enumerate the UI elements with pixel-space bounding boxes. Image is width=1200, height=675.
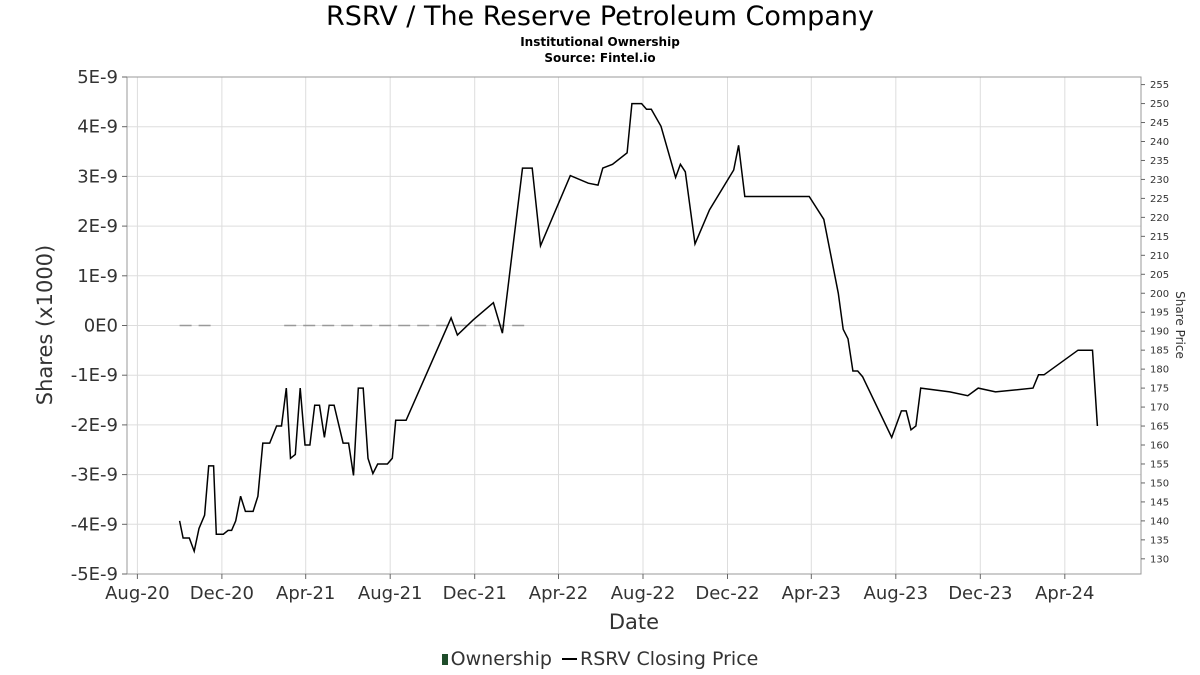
y-tick-label: 4E-9	[77, 117, 118, 138]
y2-tick-label: 145	[1150, 497, 1169, 508]
y2-axis-label: Share Price	[1173, 291, 1187, 359]
y2-tick-label: 215	[1150, 232, 1169, 243]
y-tick-label: -5E-9	[71, 564, 118, 585]
y-tick-label: -3E-9	[71, 465, 118, 486]
y2-tick-label: 190	[1150, 327, 1169, 338]
x-axis-label: Date	[609, 610, 659, 634]
y2-tick-label: 150	[1150, 478, 1169, 489]
legend-ownership-label: Ownership	[450, 647, 552, 670]
y-tick-label: 1E-9	[77, 266, 118, 287]
y-tick-label: -1E-9	[71, 365, 118, 386]
y-tick-label: 3E-9	[77, 166, 118, 187]
y-tick-label: -2E-9	[71, 415, 118, 436]
x-tick-label: Apr-22	[529, 583, 588, 604]
x-tick-label: Dec-23	[948, 583, 1012, 604]
x-tick-label: Apr-24	[1035, 583, 1094, 604]
y2-tick-label: 240	[1150, 137, 1169, 148]
y-tick-label: 2E-9	[77, 216, 118, 237]
x-tick-label: Dec-21	[443, 583, 507, 604]
y2-tick-label: 220	[1150, 213, 1169, 224]
y2-tick-label: 195	[1150, 308, 1169, 319]
legend-price[interactable]: RSRV Closing Price	[558, 648, 758, 670]
y2-tick-label: 225	[1150, 194, 1169, 205]
y2-tick-label: 235	[1150, 156, 1169, 167]
y2-tick-label: 200	[1150, 289, 1169, 300]
grid	[127, 76, 1141, 575]
y2-tick-label: 170	[1150, 403, 1169, 414]
y2-tick-label: 175	[1150, 384, 1169, 395]
y-tick-label: 0E0	[84, 316, 118, 337]
chart-title: RSRV / The Reserve Petroleum Company	[326, 1, 874, 32]
legend-price-label: RSRV Closing Price	[580, 647, 759, 670]
y2-tick-label: 185	[1150, 346, 1169, 357]
y2-tick-label: 165	[1150, 422, 1169, 433]
x-tick-label: Aug-22	[611, 583, 676, 604]
x-tick-label: Aug-21	[358, 583, 423, 604]
legend-ownership[interactable]: Ownership	[441, 647, 552, 670]
y2-tick-label: 140	[1150, 516, 1169, 527]
y2-tick-label: 255	[1150, 80, 1169, 91]
y2-tick-label: 155	[1150, 459, 1169, 470]
x-tick-label: Dec-22	[695, 583, 759, 604]
x-tick-label: Aug-23	[864, 583, 929, 604]
chart-source: Source: Fintel.io	[544, 51, 656, 65]
y2-tick-label: 130	[1150, 554, 1169, 565]
ownership-swatch	[441, 653, 448, 665]
y2-tick-label: 230	[1150, 175, 1169, 186]
y-tick-label: -4E-9	[71, 514, 118, 535]
x-tick-label: Apr-21	[276, 583, 335, 604]
y-axis-label: Shares (x1000)	[33, 245, 57, 405]
chart-subtitle: Institutional Ownership	[520, 35, 680, 49]
y-tick-label: 5E-9	[77, 67, 118, 88]
y2-tick-label: 180	[1150, 365, 1169, 376]
y2-tick-label: 250	[1150, 99, 1169, 110]
y2-tick-label: 205	[1150, 270, 1169, 281]
y2-tick-label: 245	[1150, 118, 1169, 129]
price-line	[178, 102, 1099, 554]
y2-tick-label: 135	[1150, 535, 1169, 546]
x-tick-label: Apr-23	[782, 583, 841, 604]
x-tick-label: Aug-20	[105, 583, 170, 604]
series	[178, 102, 1099, 554]
price-swatch	[562, 658, 578, 660]
x-tick-label: Dec-20	[190, 583, 254, 604]
axis-ticks: Aug-20 Dec-20 Apr-21 Aug-21 Dec-21 Apr-22 Aug-…	[71, 67, 1169, 604]
y2-tick-label: 160	[1150, 441, 1169, 452]
legend: Ownership RSRV Closing Price	[0, 647, 1200, 670]
y2-tick-label: 210	[1150, 251, 1169, 262]
